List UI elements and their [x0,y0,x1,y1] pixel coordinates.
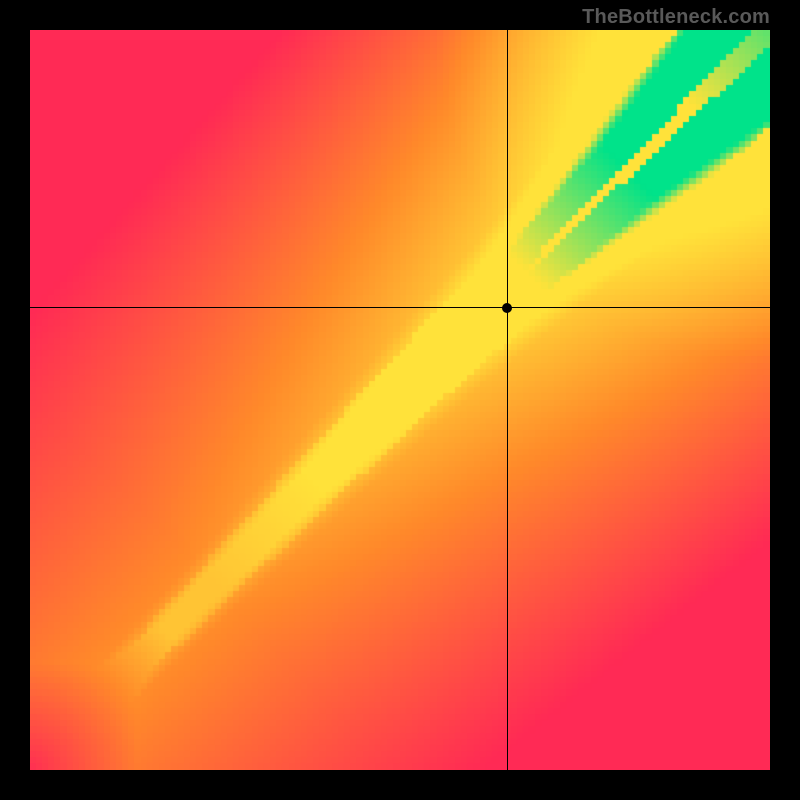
selection-marker [502,303,512,313]
bottleneck-heatmap [30,30,770,770]
crosshair-horizontal [30,307,770,308]
watermark-text: TheBottleneck.com [582,6,770,29]
chart-container: TheBottleneck.com [0,0,800,800]
crosshair-vertical [507,30,508,770]
plot-area [30,30,770,770]
